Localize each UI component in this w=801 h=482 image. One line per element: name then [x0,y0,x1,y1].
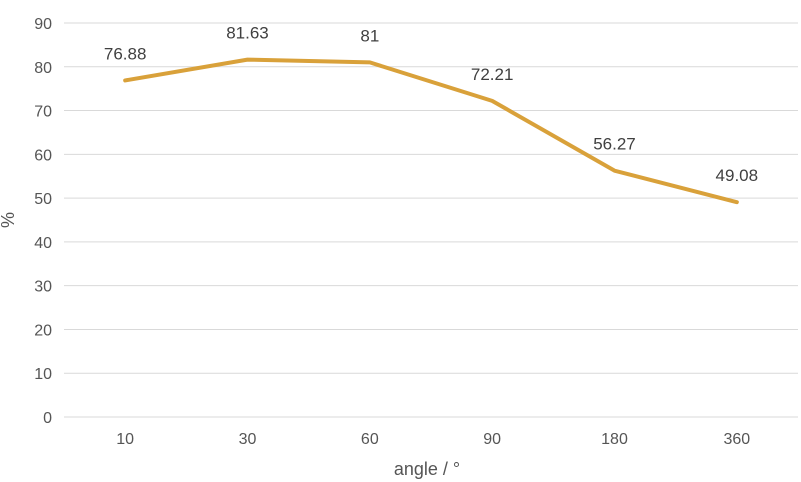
data-point [613,169,616,173]
data-label: 56.27 [593,135,636,154]
y-tick-label: 90 [34,16,52,33]
y-tick-label: 10 [34,366,52,383]
data-point [735,200,739,204]
y-tick-label: 20 [34,322,52,339]
y-tick-label: 60 [34,147,52,164]
data-point [490,99,494,103]
x-axis-ticks: 10 30 60 90 180 360 [116,431,750,448]
x-tick-label: 60 [361,431,379,448]
y-tick-label: 80 [34,60,52,77]
y-axis-title: % [0,212,18,228]
y-tick-label: 0 [43,410,52,427]
y-tick-label: 30 [34,279,52,296]
y-tick-label: 50 [34,191,52,208]
series-line [123,57,739,205]
data-label: 72.21 [471,65,514,84]
x-tick-label: 180 [601,431,628,448]
x-tick-label: 10 [116,431,134,448]
data-label: 81 [360,26,379,45]
x-tick-label: 90 [483,431,501,448]
data-label: 76.88 [104,44,147,63]
y-axis-ticks: 0 10 20 30 40 50 60 70 80 90 [34,16,52,427]
data-label: 49.08 [716,166,759,185]
data-label: 81.63 [226,24,269,43]
data-point [123,78,127,82]
data-point [368,60,372,64]
data-labels: 76.88 81.63 81 72.21 56.27 49.08 [104,24,758,185]
x-tick-label: 360 [723,431,750,448]
x-axis-title: angle / ° [394,459,460,479]
y-tick-label: 70 [34,104,52,121]
series-layer [123,57,739,205]
grid-layer [64,22,798,418]
x-tick-label: 30 [239,431,257,448]
y-tick-label: 40 [34,235,52,252]
data-point [246,58,249,62]
